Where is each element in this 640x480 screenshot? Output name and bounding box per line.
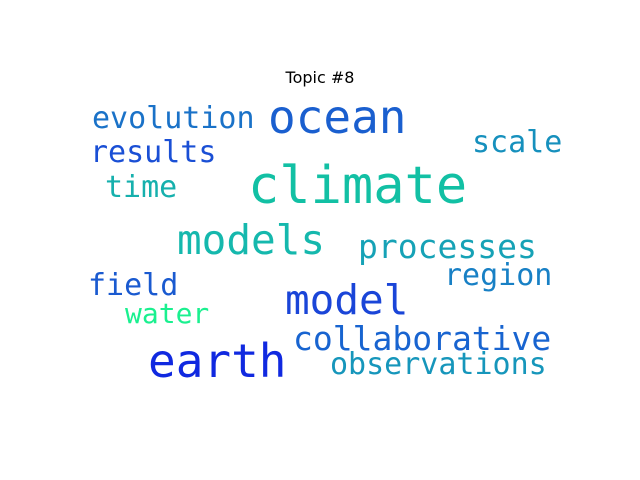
word-ocean: ocean — [268, 90, 407, 144]
word-collaborative: collaborative — [293, 319, 552, 358]
word-region: region — [444, 258, 553, 293]
word-time: time — [105, 170, 178, 205]
word-field: field — [88, 268, 179, 303]
word-observations: observations — [330, 347, 547, 382]
word-water: water — [125, 297, 210, 330]
word-evolution: evolution — [92, 101, 255, 136]
word-model: model — [285, 276, 409, 324]
word-climate: climate — [248, 156, 468, 216]
word-models: models — [177, 216, 326, 264]
word-scale: scale — [472, 125, 563, 160]
chart-title: Topic #8 — [285, 68, 355, 87]
word-earth: earth — [148, 334, 287, 388]
word-results: results — [90, 135, 217, 170]
word-processes: processes — [358, 227, 537, 266]
